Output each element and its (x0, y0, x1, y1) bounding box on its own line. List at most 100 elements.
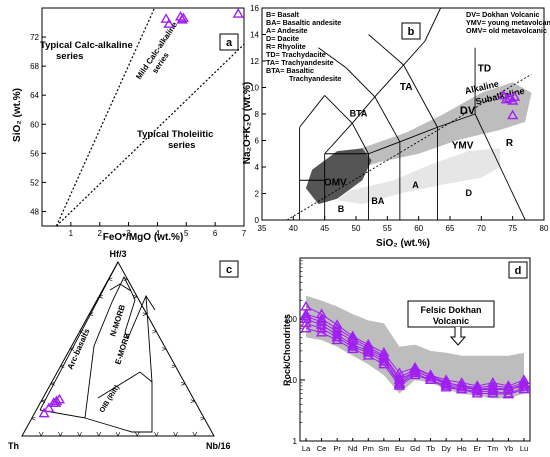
b-xtick-label: 80 (540, 224, 549, 233)
ree-data-point (300, 317, 312, 328)
panel-c: Hf/3 Th Nb/16 Arc-basalts N-MORB E-MORB … (8, 249, 239, 451)
ternary-tick (192, 431, 198, 437)
a-xtick-label: 2 (97, 229, 102, 238)
ternary-tick (41, 399, 46, 403)
b-xtick-label: 60 (414, 224, 423, 233)
annotation-arrow (449, 327, 467, 346)
b-data-point (507, 109, 519, 120)
tas-line (324, 122, 353, 155)
tas-field-label: A (412, 180, 419, 190)
tas-line (437, 113, 476, 128)
ree-data-point (378, 358, 390, 369)
field-tholeiitic: Typical Tholeiitic series (137, 129, 213, 151)
tas-line (403, 40, 426, 66)
ree-series-line (305, 322, 525, 395)
ternary-tick (38, 431, 44, 437)
c-data-point (53, 393, 66, 404)
field-calc-alkaline-l1: Typical Calc-alkaline (40, 40, 133, 51)
ternary-tick (77, 431, 82, 437)
a-data-point (160, 13, 172, 23)
ternary-tick (115, 431, 121, 437)
tas-field-label: BTA (350, 109, 368, 119)
boundary-nmorb (109, 283, 132, 292)
tas-field-label: R (506, 138, 514, 149)
ree-data-point (362, 350, 374, 360)
panel-d: 1 10 100 La Ce Pr Nd Pm Sm Eu Gd Tb Dy Ho Er Tm Yb Lu Roc… (282, 257, 531, 453)
ternary-tick (154, 431, 159, 437)
ternary-tick (31, 416, 36, 421)
dv-label: DV (460, 105, 476, 117)
tas-line (368, 34, 404, 66)
panel-a-xlabel: FeO*/MgO (wt.%) (103, 232, 184, 243)
b-legend-item: B= Basalt (266, 10, 300, 19)
a-ytick-label: 60 (30, 120, 39, 129)
panel-d-label: d (515, 265, 522, 277)
ree-data-point (456, 381, 468, 392)
field-calc-alkaline-l2: series (56, 51, 83, 62)
ree-data-point (409, 367, 421, 377)
d-ytick-label: 1 (293, 437, 298, 446)
tas-line (368, 141, 401, 155)
d-xtick-label: Gd (410, 444, 420, 453)
ree-data-point (347, 341, 359, 351)
ree-data-point (487, 387, 499, 398)
field-mild-calc-alkaline: Mild Calc-alkalineseries (134, 20, 188, 87)
field-oib-rift: OIB (Rift) (99, 384, 121, 414)
ree-data-point (347, 338, 359, 349)
field-calc-alkaline: Typical Calc-alkaline series (40, 40, 133, 62)
d-xtick-label: La (302, 444, 311, 453)
b-xtick-label: 40 (289, 224, 298, 233)
ree-data-point (300, 308, 312, 319)
tas-line (345, 67, 376, 98)
d-xtick-label: Dy (442, 444, 451, 453)
d-xtick-label: Tm (487, 444, 498, 453)
ree-data-point (440, 380, 452, 390)
tas-field-label: YMV (452, 140, 474, 151)
ternary-tick (161, 347, 167, 351)
omv-label: OMV (324, 178, 347, 189)
d-xtick-label: Er (474, 444, 482, 453)
ree-data-point (315, 322, 328, 333)
d-xtick-label: Yb (504, 444, 513, 453)
tas-line (474, 113, 526, 221)
a-xtick-label: 7 (242, 229, 247, 238)
a-data-point (177, 12, 190, 23)
ternary-tick (152, 329, 157, 334)
ree-data-point (471, 383, 483, 394)
boundary-arc (39, 261, 119, 411)
b-legend-item: DV= Dokhan Volcanic (466, 10, 540, 19)
ree-data-point (518, 380, 530, 390)
d-ytick-label: 10 (288, 376, 297, 385)
d-xtick-label: Ho (457, 444, 467, 453)
apex-top: Hf/3 (109, 249, 126, 259)
ree-data-point (300, 313, 312, 323)
ree-data-point (300, 322, 312, 333)
b-xtick-label: 45 (320, 224, 329, 233)
apex-left: Th (8, 441, 19, 451)
d-xtick-label: Tb (426, 444, 435, 453)
ree-series-line (305, 327, 525, 395)
tas-field-label: BA (371, 196, 384, 206)
a-xtick-label: 4 (155, 229, 160, 238)
panel-a-label-box (219, 33, 239, 51)
tas-line (351, 123, 369, 154)
a-ytick-label: 68 (30, 62, 39, 71)
b-legend-item: A= Andesite (266, 26, 307, 35)
c-data-point (38, 407, 50, 418)
boundary-oib (97, 371, 153, 399)
b-ytick-label: 16 (250, 4, 259, 13)
a-xtick-label: 1 (69, 229, 74, 238)
b-ytick-label: 8 (255, 110, 260, 119)
tas-field-label: TD (478, 64, 491, 75)
b-ytick-label: 14 (250, 31, 259, 40)
ternary-tick (58, 431, 63, 437)
b-legend-item: OMV= old metavolcanic (466, 26, 547, 35)
panel-b-label-box (401, 22, 421, 40)
tas-line (374, 96, 401, 143)
b-xtick-label: 65 (446, 224, 455, 233)
panel-b: 35 40 45 50 55 60 65 70 75 80 0 2 4 6 8 10 12 14 16 Na₂O+K… (242, 4, 550, 249)
tas-field-label: TA (400, 82, 413, 93)
tas-line (351, 96, 376, 124)
